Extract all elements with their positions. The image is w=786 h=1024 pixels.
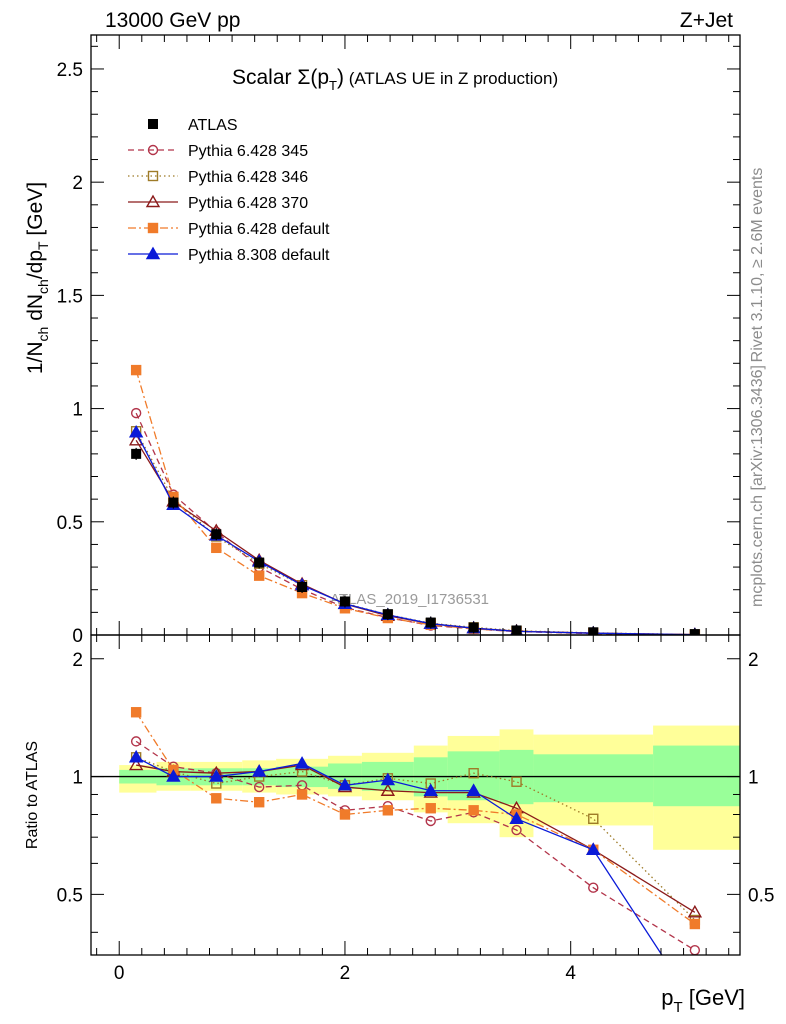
y-axis-label: 1/Nch dNch/dpT [GeV] [24, 182, 51, 374]
ratio-series-line-4 [135, 756, 663, 955]
analysis-watermark: ATLAS_2019_I1736531 [330, 591, 489, 608]
main-marker-series-3 [130, 364, 142, 376]
band-green-segment [533, 754, 654, 803]
main-y-tick-label: 2 [72, 173, 83, 194]
main-y-tick-label: 0 [72, 626, 83, 647]
ratio-marker-series-1 [468, 768, 479, 779]
legend-marker-atlas [148, 119, 158, 129]
atlas-data-point [254, 557, 265, 568]
atlas-data-point [511, 625, 522, 635]
ratio-y-tick-label-left: 2 [72, 650, 83, 671]
main-marker-series-3 [211, 542, 222, 554]
atlas-data-point [468, 622, 479, 633]
rivet-version-label: Rivet 3.1.10, ≥ 2.6M events [749, 168, 766, 363]
ratio-series-line-0 [135, 740, 696, 951]
ratio-marker-series-4 [166, 769, 181, 782]
ratio-marker-series-4 [209, 769, 224, 782]
ratio-plot-frame [90, 634, 741, 956]
ratio-marker-series-0 [689, 945, 701, 955]
plot-title: Scalar Σ(pT) (ATLAS UE in Z production) [232, 66, 558, 93]
legend-marker-0 [147, 144, 159, 156]
ratio-marker-series-3 [296, 789, 308, 800]
ratio-marker-series-3 [468, 805, 479, 816]
ratio-marker-series-1 [511, 776, 522, 787]
legend-marker-4 [145, 246, 161, 260]
main-series-line-3 [135, 369, 695, 635]
atlas-data-point [297, 582, 308, 592]
legend-label-0: Pythia 6.428 345 [188, 143, 308, 160]
main-y-tick-label: 2.5 [57, 60, 83, 81]
ratio-marker-series-4 [423, 783, 438, 796]
atlas-data-point [211, 529, 222, 540]
ratio-series-line-3 [135, 711, 696, 925]
ratio-marker-series-3 [253, 797, 265, 808]
ratio-marker-series-2 [687, 904, 703, 918]
legend-label-4: Pythia 8.308 default [188, 247, 330, 264]
ratio-y-tick-label-right: 0.5 [748, 885, 774, 906]
ratio-marker-series-3 [382, 805, 394, 816]
header-right-label: Z+Jet [680, 9, 733, 32]
ratio-marker-series-1 [588, 813, 599, 824]
atlas-data-point [131, 448, 142, 459]
ratio-marker-series-0 [130, 736, 142, 747]
ratio-marker-series-3 [425, 803, 436, 814]
ratio-marker-series-3 [130, 707, 142, 718]
band-green-segment [653, 745, 740, 807]
x-tick-label: 4 [565, 963, 576, 984]
ratio-series-line-1 [135, 756, 696, 921]
main-y-tick-label: 0.5 [57, 513, 83, 534]
header-left-label: 13000 GeV pp [105, 9, 240, 32]
x-tick-label: 2 [340, 963, 351, 984]
ratio-y-axis-label: Ratio to ATLAS [24, 741, 41, 849]
ratio-marker-series-2 [380, 783, 396, 796]
main-series-layer [128, 364, 701, 635]
ratio-marker-series-4 [128, 749, 144, 763]
ratio-marker-series-4 [294, 756, 310, 769]
ratio-y-tick-label-right: 1 [748, 768, 759, 789]
ratio-marker-series-3 [689, 918, 701, 930]
ratio-marker-series-3 [211, 793, 222, 804]
main-marker-series-3 [253, 570, 265, 581]
legend-marker-3 [147, 222, 159, 234]
legend-label-atlas: ATLAS [188, 117, 238, 134]
legend-marker-2 [145, 194, 161, 208]
ratio-series-line-2 [136, 764, 696, 913]
main-y-tick-label: 1.5 [57, 286, 83, 307]
main-marker-series-4 [128, 424, 144, 438]
ratio-y-tick-label-right: 2 [748, 650, 759, 671]
atlas-data-point [382, 609, 393, 620]
legend: ATLAS Pythia 6.428 345 Pythia 6.428 346 Pyt… [128, 117, 330, 264]
atlas-data-point [689, 629, 700, 635]
ratio-marker-series-4 [380, 772, 396, 786]
ratio-y-tick-label-left: 0.5 [57, 885, 83, 906]
x-tick-label: 0 [114, 963, 125, 984]
ratio-marker-series-4 [251, 764, 267, 777]
ratio-marker-series-4 [509, 811, 524, 824]
main-series-line-4 [135, 432, 695, 635]
atlas-data-point [425, 617, 436, 628]
ratio-marker-series-4 [586, 842, 601, 855]
x-axis-label: pT [GeV] [661, 985, 745, 1016]
ratio-series-layer [128, 707, 703, 955]
main-y-tick-label: 1 [72, 400, 83, 421]
ratio-marker-series-0 [253, 781, 265, 793]
ratio-marker-series-0 [511, 824, 522, 836]
ratio-marker-series-0 [588, 882, 599, 893]
ratio-y-tick-label-left: 1 [72, 768, 83, 789]
legend-marker-1 [147, 170, 159, 182]
axes: 0 0.5 1 1.5 2 2.5 0 2 4 0.5 0.5 1 1 2 2 [57, 34, 774, 984]
main-marker-series-0 [130, 407, 142, 419]
ratio-marker-series-0 [425, 815, 436, 827]
legend-label-2: Pythia 6.428 370 [188, 195, 308, 212]
mcplots-source-label: mcplots.cern.ch [arXiv:1306.3436] [749, 365, 766, 607]
legend-label-3: Pythia 6.428 default [188, 221, 330, 238]
ratio-marker-series-2 [128, 757, 144, 771]
legend-label-1: Pythia 6.428 346 [188, 169, 308, 186]
ratio-marker-series-4 [337, 777, 353, 791]
atlas-data-point [339, 596, 350, 607]
ratio-marker-series-3 [339, 809, 351, 820]
atlas-data-point [168, 497, 179, 508]
ratio-marker-series-4 [466, 783, 481, 796]
